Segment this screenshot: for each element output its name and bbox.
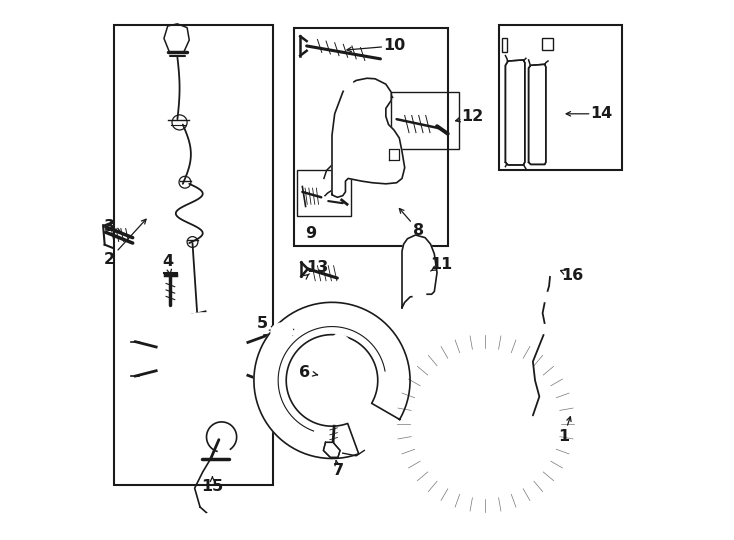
Text: 1: 1 bbox=[558, 429, 569, 444]
Circle shape bbox=[544, 259, 560, 275]
Polygon shape bbox=[528, 64, 546, 165]
Bar bbox=[391, 92, 459, 149]
Text: 12: 12 bbox=[461, 109, 483, 124]
Text: 13: 13 bbox=[306, 260, 328, 275]
Text: 11: 11 bbox=[430, 257, 452, 272]
Text: 15: 15 bbox=[201, 479, 224, 494]
Polygon shape bbox=[388, 149, 399, 160]
Circle shape bbox=[396, 335, 575, 512]
Circle shape bbox=[340, 78, 353, 91]
Circle shape bbox=[495, 438, 509, 454]
Text: 3: 3 bbox=[104, 219, 115, 234]
Polygon shape bbox=[332, 78, 404, 197]
Circle shape bbox=[410, 348, 561, 499]
Polygon shape bbox=[501, 38, 507, 52]
Text: 9: 9 bbox=[305, 226, 316, 241]
Circle shape bbox=[541, 325, 550, 334]
Circle shape bbox=[172, 345, 184, 357]
Polygon shape bbox=[324, 442, 340, 457]
Circle shape bbox=[212, 374, 224, 386]
Circle shape bbox=[222, 345, 233, 357]
Polygon shape bbox=[254, 302, 410, 458]
Circle shape bbox=[170, 327, 235, 391]
Ellipse shape bbox=[331, 334, 355, 368]
Bar bbox=[499, 25, 622, 170]
Ellipse shape bbox=[532, 96, 542, 111]
Polygon shape bbox=[506, 60, 525, 165]
Circle shape bbox=[338, 110, 382, 156]
Circle shape bbox=[504, 407, 520, 422]
Circle shape bbox=[451, 388, 520, 458]
Polygon shape bbox=[542, 38, 553, 50]
Circle shape bbox=[345, 118, 375, 148]
Circle shape bbox=[186, 342, 220, 376]
Circle shape bbox=[349, 381, 358, 390]
Circle shape bbox=[465, 403, 506, 444]
Circle shape bbox=[197, 327, 208, 339]
Circle shape bbox=[462, 438, 476, 454]
Circle shape bbox=[181, 374, 194, 386]
Circle shape bbox=[541, 292, 550, 302]
Text: 2: 2 bbox=[104, 252, 115, 267]
Text: 7: 7 bbox=[333, 463, 344, 478]
Text: 5: 5 bbox=[256, 316, 267, 332]
Circle shape bbox=[385, 323, 586, 524]
Bar bbox=[297, 170, 351, 216]
Circle shape bbox=[380, 319, 591, 529]
Text: 10: 10 bbox=[383, 38, 405, 53]
Text: 16: 16 bbox=[562, 268, 584, 283]
Circle shape bbox=[204, 513, 217, 526]
Bar bbox=[114, 25, 273, 485]
Text: 14: 14 bbox=[590, 106, 612, 122]
Circle shape bbox=[459, 396, 512, 450]
Text: 6: 6 bbox=[299, 365, 310, 380]
Ellipse shape bbox=[532, 123, 542, 138]
Text: 8: 8 bbox=[413, 223, 424, 238]
Circle shape bbox=[451, 407, 466, 422]
Text: 4: 4 bbox=[162, 254, 173, 269]
Circle shape bbox=[344, 376, 363, 395]
Circle shape bbox=[157, 313, 249, 404]
Circle shape bbox=[478, 388, 493, 403]
Bar bbox=[294, 28, 448, 246]
Ellipse shape bbox=[271, 323, 293, 341]
Polygon shape bbox=[402, 235, 437, 308]
Circle shape bbox=[413, 288, 426, 301]
